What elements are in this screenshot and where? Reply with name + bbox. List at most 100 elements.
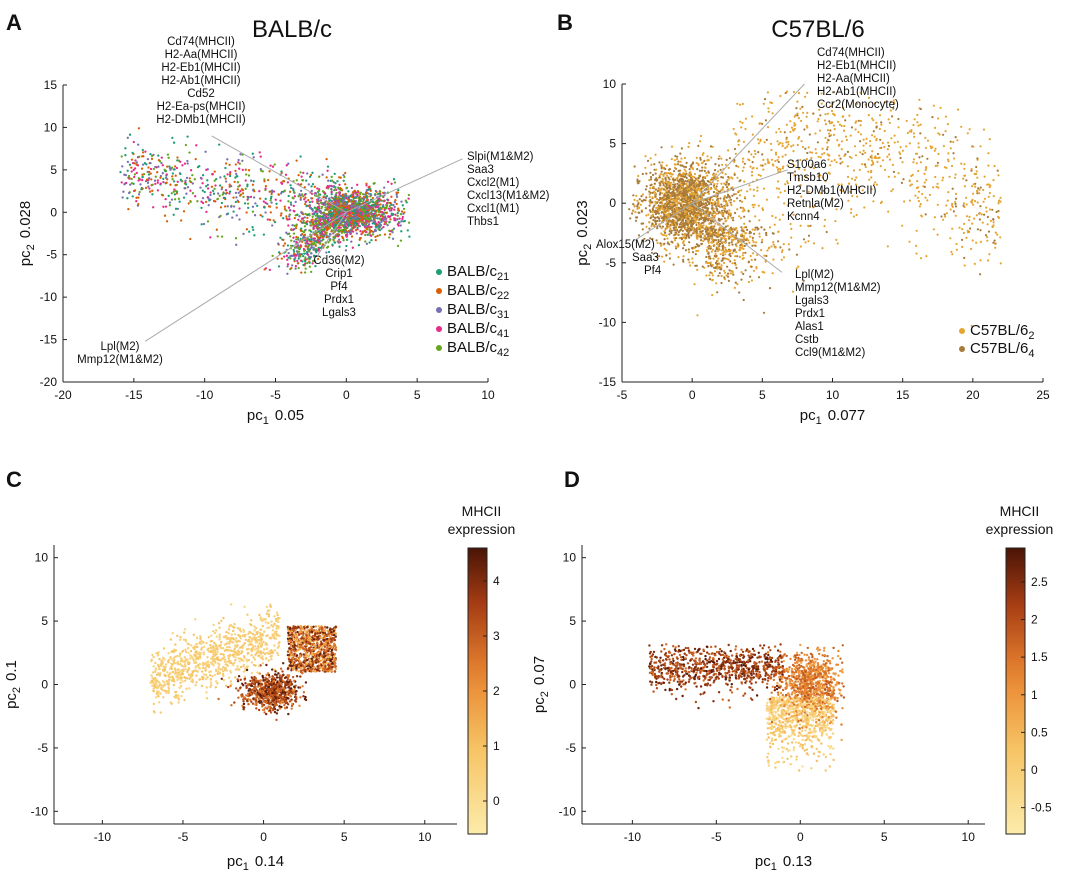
loading-label: Crip1: [325, 268, 352, 280]
data-point: [971, 239, 974, 242]
data-point: [899, 156, 902, 160]
data-point: [247, 169, 251, 172]
data-point: [315, 249, 319, 252]
data-point: [130, 177, 133, 181]
data-point: [244, 168, 247, 171]
data-point: [688, 181, 691, 184]
data-point: [238, 167, 241, 170]
data-point: [835, 161, 838, 164]
data-point: [173, 165, 177, 168]
data-point: [303, 221, 306, 224]
data-point: [326, 165, 330, 168]
data-point: [393, 205, 396, 209]
data-point: [146, 181, 150, 185]
data-point: [854, 154, 858, 157]
data-point: [839, 157, 842, 160]
data-point: [314, 264, 317, 268]
data-point: [709, 230, 712, 234]
data-point: [877, 157, 880, 160]
data-point: [383, 186, 386, 189]
data-point: [130, 170, 133, 173]
data-point: [119, 170, 122, 174]
data-point: [872, 200, 875, 203]
data-point: [308, 204, 311, 207]
data-point: [751, 133, 754, 136]
data-point: [758, 122, 762, 125]
data-point: [802, 111, 805, 114]
data-point: [718, 210, 721, 213]
data-point: [667, 168, 671, 171]
data-point: [776, 158, 779, 162]
data-point: [790, 145, 793, 148]
data-point: [141, 173, 144, 176]
data-point: [357, 196, 360, 200]
data-point: [663, 238, 666, 241]
data-point: [817, 155, 820, 158]
data-point: [965, 179, 968, 182]
data-point: [840, 148, 843, 151]
data-point: [348, 231, 351, 234]
data-point: [289, 201, 293, 204]
data-point: [705, 274, 708, 277]
data-point: [763, 98, 767, 101]
data-point: [394, 199, 397, 202]
data-point: [359, 230, 362, 233]
data-point: [319, 199, 323, 202]
data-point: [826, 112, 830, 115]
data-point: [950, 250, 953, 253]
data-point: [230, 184, 233, 188]
data-point: [296, 253, 299, 256]
data-point: [321, 236, 324, 239]
data-point: [306, 216, 309, 220]
data-point: [212, 199, 216, 203]
data-point: [286, 244, 290, 247]
data-point: [641, 172, 644, 176]
data-point: [852, 215, 856, 218]
data-point: [339, 200, 342, 204]
data-point: [338, 241, 341, 244]
data-point: [878, 127, 881, 131]
data-point: [997, 216, 1001, 219]
data-point: [753, 203, 756, 206]
data-point: [322, 211, 325, 214]
data-point: [238, 194, 242, 197]
data-point: [789, 130, 792, 134]
data-point: [128, 177, 131, 180]
data-point: [306, 219, 309, 223]
data-point: [755, 267, 758, 270]
data-point: [275, 178, 278, 181]
data-point: [354, 195, 357, 199]
data-point: [788, 248, 791, 251]
data-point: [377, 228, 380, 231]
data-point: [663, 196, 666, 199]
data-point: [179, 172, 182, 176]
data-point: [149, 152, 152, 156]
data-point: [161, 194, 165, 197]
data-point: [851, 177, 854, 180]
data-point: [310, 240, 313, 243]
data-point: [213, 170, 216, 173]
data-point: [757, 276, 761, 279]
data-point: [976, 157, 979, 160]
data-point: [172, 213, 175, 216]
data-point: [273, 163, 276, 166]
data-point: [123, 183, 126, 186]
data-point: [392, 203, 395, 207]
data-point: [393, 218, 396, 222]
data-point: [377, 210, 380, 214]
data-point: [264, 187, 267, 190]
data-point: [336, 232, 339, 236]
legend-name: BALB/c: [447, 320, 498, 337]
data-point: [321, 215, 325, 218]
data-point: [316, 219, 319, 223]
loading-label: Saa3: [467, 164, 494, 176]
data-point: [338, 198, 341, 202]
data-point: [769, 101, 772, 104]
data-point: [290, 228, 293, 232]
data-point: [880, 123, 883, 126]
data-point: [941, 176, 945, 179]
data-point: [828, 154, 831, 157]
data-point: [358, 200, 361, 203]
loading-arrow: [144, 211, 347, 342]
data-point: [652, 210, 655, 213]
